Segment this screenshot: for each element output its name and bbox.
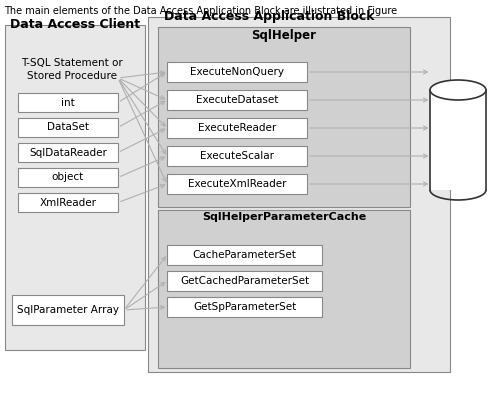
Bar: [167, 118, 307, 138]
Text: Data Access Client: Data Access Client: [10, 18, 140, 31]
Text: ExecuteReader: ExecuteReader: [198, 123, 276, 133]
Bar: [167, 297, 322, 317]
Bar: [167, 245, 322, 265]
Text: CacheParameterSet: CacheParameterSet: [193, 250, 296, 260]
Text: object: object: [52, 172, 84, 182]
Bar: [167, 271, 322, 291]
Text: Data Access Application Block: Data Access Application Block: [164, 10, 374, 23]
Text: XmlReader: XmlReader: [39, 198, 97, 208]
Text: int: int: [61, 98, 75, 108]
Text: T-SQL Statement or
Stored Procedure: T-SQL Statement or Stored Procedure: [21, 58, 123, 81]
Text: GetCachedParameterSet: GetCachedParameterSet: [180, 276, 309, 286]
Bar: [18, 118, 118, 137]
Bar: [167, 146, 307, 166]
Text: SqlDataReader: SqlDataReader: [29, 148, 107, 158]
Text: ExecuteDataset: ExecuteDataset: [196, 95, 278, 105]
Bar: [158, 27, 410, 207]
Bar: [18, 193, 118, 212]
Bar: [430, 90, 486, 190]
Bar: [167, 90, 307, 110]
Bar: [148, 17, 450, 372]
Text: ExecuteXmlReader: ExecuteXmlReader: [188, 179, 286, 189]
Text: The main elements of the Data Access Application Block are illustrated in Figure: The main elements of the Data Access App…: [4, 6, 397, 16]
Bar: [158, 210, 410, 368]
Bar: [167, 174, 307, 194]
Text: ExecuteScalar: ExecuteScalar: [200, 151, 274, 161]
Text: SqlParameter Array: SqlParameter Array: [17, 305, 119, 315]
Text: SqlHelperParameterCache: SqlHelperParameterCache: [202, 212, 366, 222]
Bar: [18, 143, 118, 162]
Text: SqlHelper: SqlHelper: [251, 29, 317, 42]
Text: ExecuteNonQuery: ExecuteNonQuery: [190, 67, 284, 77]
Bar: [18, 93, 118, 112]
Text: GetSpParameterSet: GetSpParameterSet: [193, 302, 296, 312]
Bar: [18, 168, 118, 187]
Text: DataSet: DataSet: [47, 122, 89, 132]
Bar: [167, 62, 307, 82]
Ellipse shape: [430, 80, 486, 100]
Bar: [5, 25, 145, 350]
Bar: [12, 295, 124, 325]
